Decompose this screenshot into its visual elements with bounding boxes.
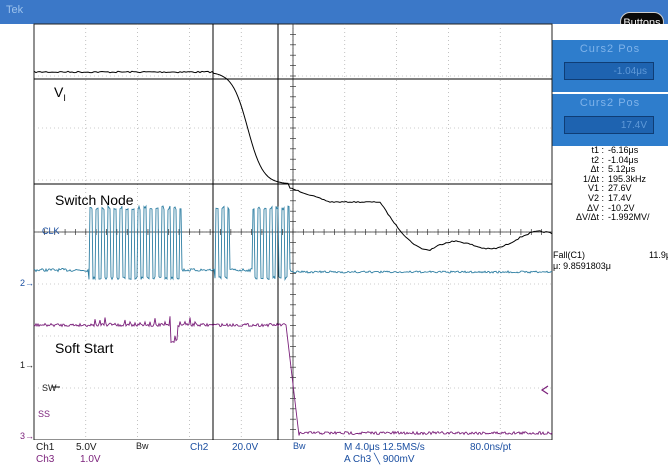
fall-value: 11.9μs: [649, 250, 668, 260]
ch1-label: Ch1: [36, 442, 55, 453]
trigger-setting: A Ch3 ╲ 900mV: [344, 454, 415, 465]
ch1-scale: 5.0V: [76, 442, 97, 453]
readout-row: Δt :5.12μs: [590, 164, 636, 175]
cursor1-position-panel[interactable]: Curs2 Pos -1.04μs: [552, 40, 668, 92]
timebase: M 4.0μs 12.5MS/s: [344, 442, 425, 453]
fall-measurement: Fall(C1) 11.9μs μ: 9.8591803μ: [553, 250, 668, 272]
readout-row: V2 :17.4V: [587, 192, 632, 203]
cursor2-title: Curs2 Pos: [579, 97, 641, 109]
side-panel: [552, 24, 668, 442]
ch3-scale: 1.0V: [80, 454, 101, 465]
graticule: [33, 23, 553, 441]
status-bar: Ch1 5.0V Bw Ch2 20.0V Bw Ch3 1.0V M 4.0μ…: [0, 440, 668, 467]
cursor2-position-panel[interactable]: Curs2 Pos 17.4V: [552, 94, 668, 146]
ch2-scale: 20.0V: [232, 442, 259, 453]
cursor2-value-field[interactable]: 17.4V: [564, 116, 654, 134]
bw1-label: Bw: [136, 441, 149, 451]
fall-label: Fall(C1): [553, 250, 586, 260]
clk-label: CLK: [42, 226, 60, 236]
bw2-label: Bw: [293, 441, 306, 451]
readout-row: V1 :27.6V: [587, 183, 632, 194]
cursor1-title: Curs2 Pos: [579, 43, 641, 55]
vi-trace: [33, 70, 553, 251]
brand-label: Tek: [6, 4, 24, 16]
soft-start-label: Soft Start: [55, 340, 114, 356]
soft-start-trace: [33, 316, 553, 436]
sw-label: SW: [42, 383, 57, 393]
ch3-marker[interactable]: 3→: [20, 431, 35, 441]
cursor-lines[interactable]: [34, 24, 552, 440]
ch1-marker[interactable]: 1→: [20, 360, 35, 370]
clk-trace: [33, 204, 553, 282]
waveform-traces: [33, 70, 553, 436]
ch2-label: Ch2: [190, 442, 209, 453]
sample-interval: 80.0ns/pt: [470, 442, 512, 453]
fall-mean: μ: 9.8591803μ: [553, 261, 611, 271]
trigger-level-marker: [540, 385, 549, 395]
switch-node-label: Switch Node: [55, 192, 134, 208]
readout-row: ΔV/Δt : -1.992MV/: [575, 212, 650, 223]
readout-row: 1/Δt :195.3kHz: [582, 173, 647, 184]
cursor1-value-field[interactable]: -1.04μs: [564, 62, 654, 80]
ch3-label: Ch3: [36, 454, 55, 465]
cursor-readout: t1 : -6.16μs t2 : -1.04μs Δt :5.12μs 1/Δt …: [552, 145, 668, 223]
readout-row: t2 : -1.04μs: [591, 154, 639, 165]
vi-label: VI: [54, 84, 66, 103]
readout-row: t1 : -6.16μs: [591, 145, 639, 155]
ss-label: SS: [38, 409, 51, 419]
ch2-marker[interactable]: 2→: [20, 278, 35, 288]
title-bar: Tek: [0, 0, 668, 24]
readout-row: ΔV : -10.2V: [586, 202, 635, 213]
